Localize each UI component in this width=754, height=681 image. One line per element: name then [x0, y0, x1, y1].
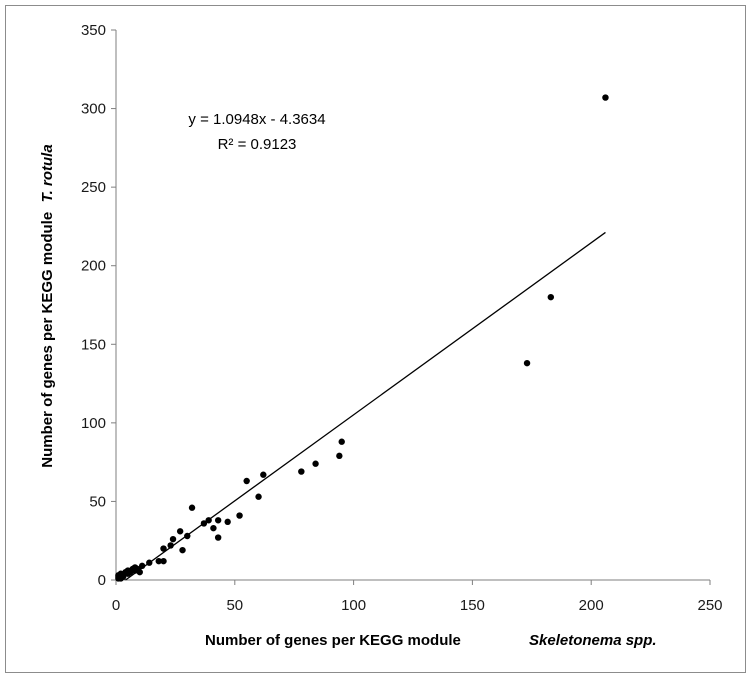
x-tick-label: 50 [226, 597, 243, 614]
data-point [160, 557, 167, 565]
data-point [188, 504, 196, 511]
y-tick-label: 350 [81, 22, 106, 39]
x-tick-label: 0 [112, 597, 120, 614]
y-tick-label: 50 [89, 493, 106, 510]
data-point [205, 517, 212, 524]
trendline-equation: y = 1.0948x - 4.3634 [188, 111, 325, 128]
x-axis-title: Number of genes per KEGG module [205, 632, 461, 649]
x-axis-title-species: Skeletonema spp. [529, 632, 657, 649]
x-tick-label: 100 [341, 597, 366, 614]
y-tick-label: 250 [81, 179, 106, 196]
y-axis-title-main: Number of genes per KEGG module [39, 212, 56, 468]
data-point [236, 512, 243, 519]
data-point [243, 477, 250, 485]
chart-frame [5, 5, 746, 673]
data-point [179, 546, 186, 554]
y-axis-ticks: 0 50 100 150 200 250 300 350 [81, 22, 116, 589]
data-point [602, 94, 609, 101]
data-point [523, 359, 531, 367]
data-point [547, 293, 555, 301]
data-point [184, 532, 191, 540]
trendline [125, 231, 606, 581]
data-point [138, 562, 146, 570]
data-point [146, 559, 153, 566]
y-tick-label: 300 [81, 101, 106, 118]
data-point [214, 517, 222, 524]
data-point [338, 438, 345, 445]
data-point [200, 520, 208, 527]
y-tick-label: 150 [81, 336, 106, 353]
data-point [155, 557, 162, 565]
data-point [255, 493, 262, 500]
data-point [160, 545, 167, 552]
data-point [169, 535, 177, 543]
y-tick-label: 100 [81, 415, 106, 432]
data-point [224, 518, 231, 526]
data-point [176, 528, 184, 535]
x-tick-label: 250 [697, 597, 722, 614]
data-point [260, 471, 267, 478]
data-points [115, 94, 609, 582]
x-axis-ticks: 0 50 100 150 200 250 [112, 580, 723, 614]
y-tick-label: 0 [98, 572, 106, 589]
data-point [298, 468, 305, 475]
y-axis-title-species: T. rotula [39, 144, 56, 202]
y-tick-label: 200 [81, 258, 106, 275]
x-tick-label: 150 [460, 597, 485, 614]
data-point [210, 524, 217, 532]
data-point [214, 534, 222, 541]
y-axis-title: Number of genes per KEGG module T. rotul… [39, 144, 56, 467]
data-point [136, 568, 143, 576]
x-tick-label: 200 [579, 597, 604, 614]
data-point [312, 460, 319, 467]
data-point [167, 542, 174, 549]
data-point [336, 452, 343, 460]
r-squared-label: R² = 0.9123 [218, 136, 297, 153]
